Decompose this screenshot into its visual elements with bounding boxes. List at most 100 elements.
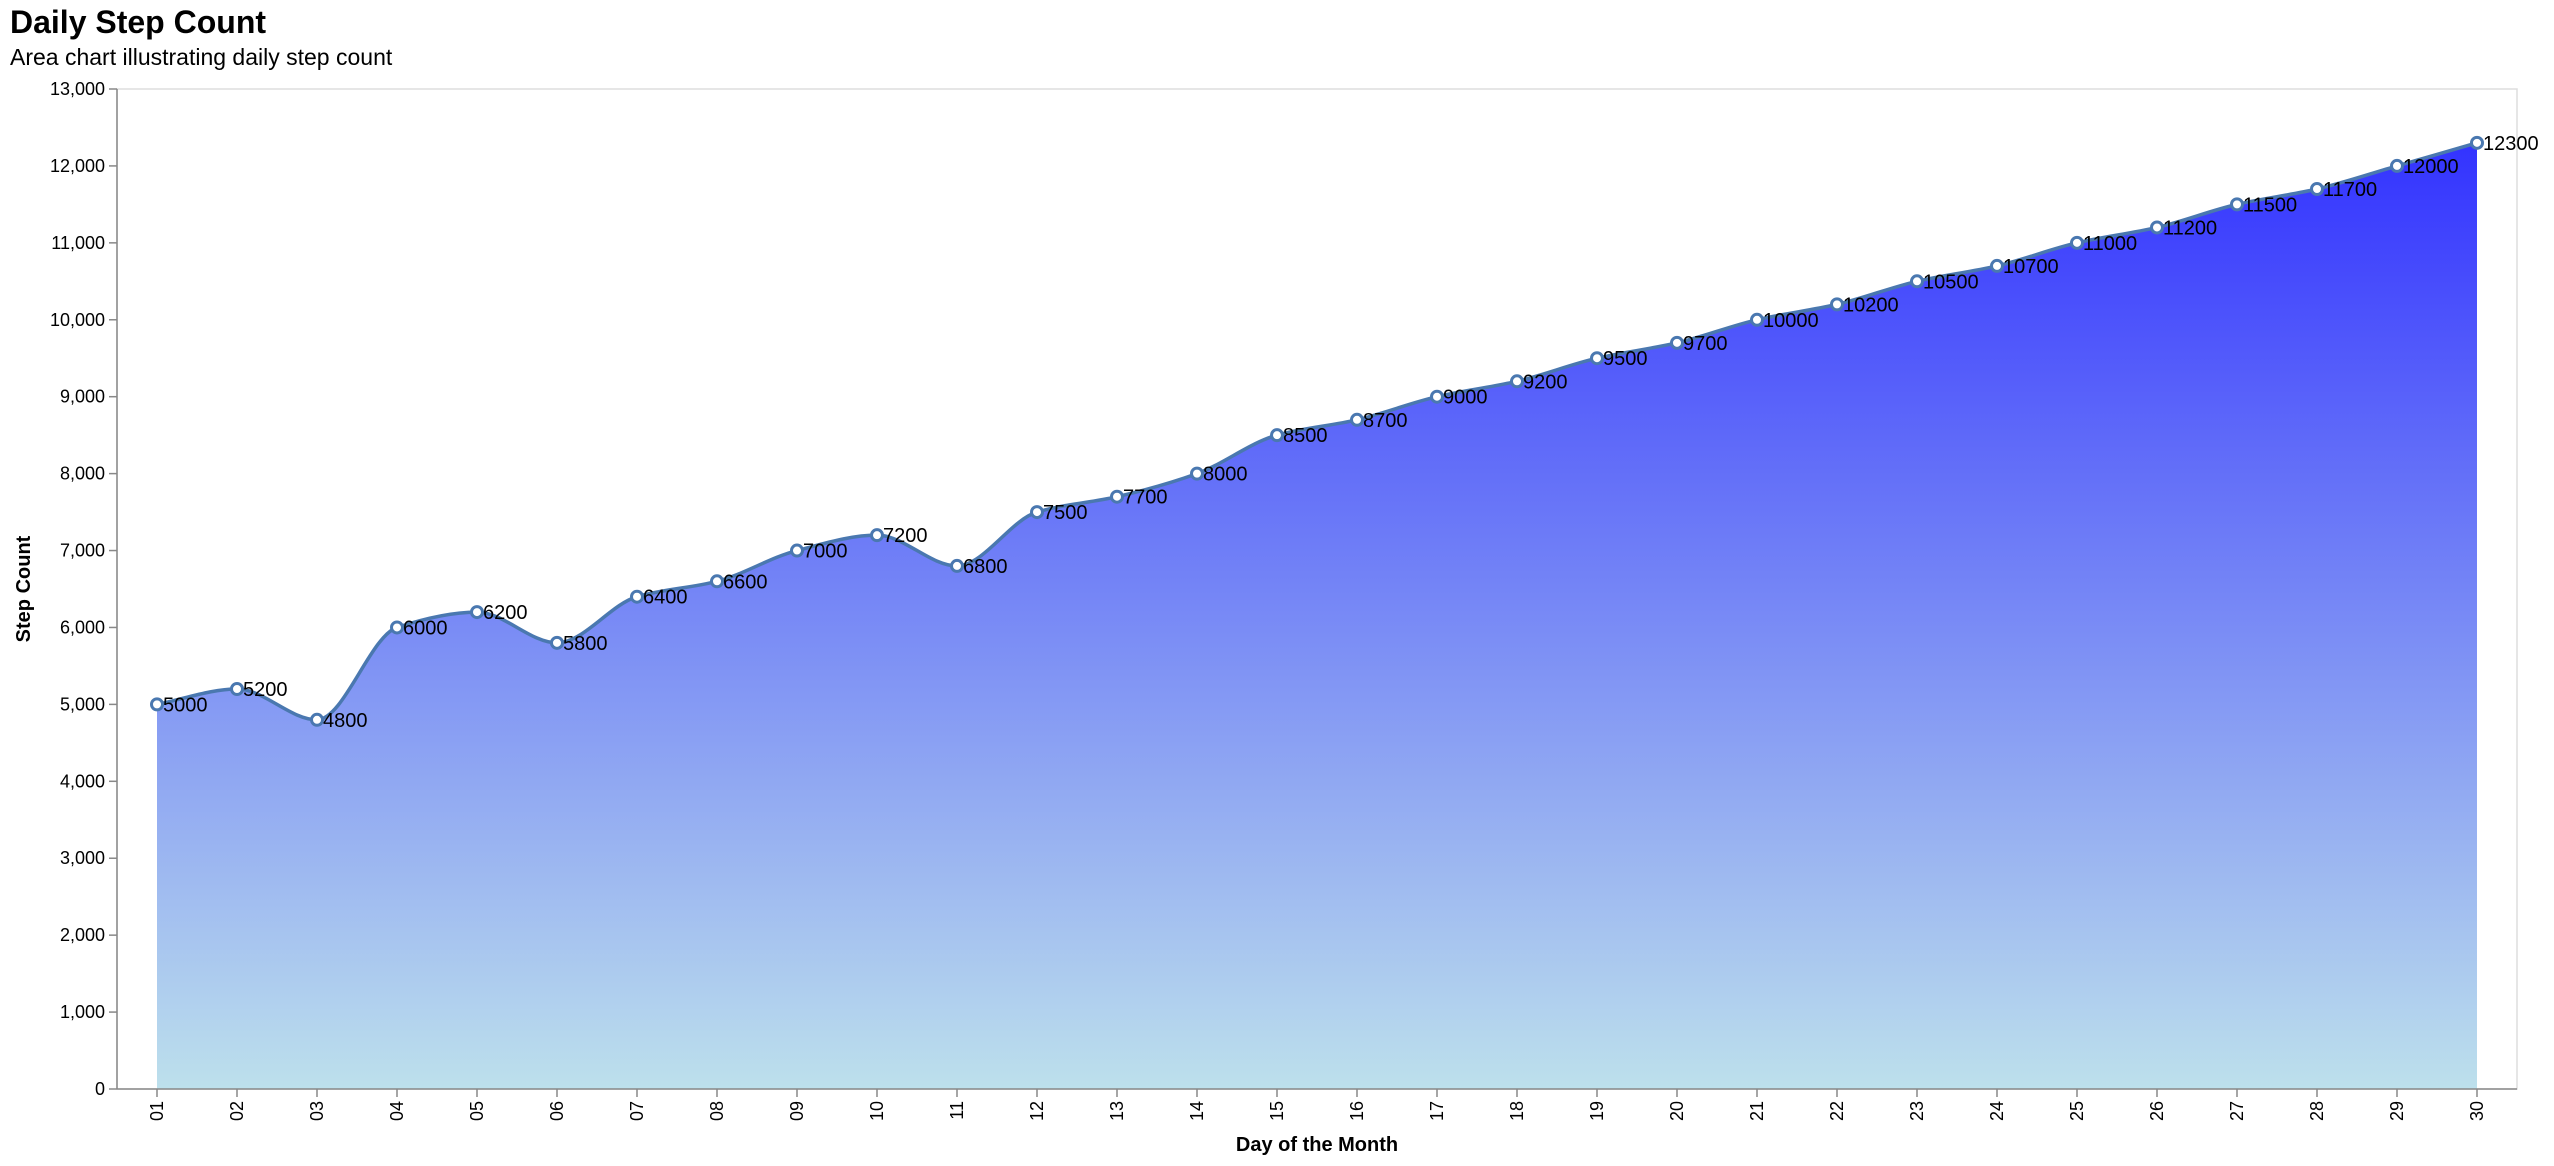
x-tick-label: 13 [1107, 1101, 1127, 1121]
y-axis-title: Step Count [13, 535, 35, 642]
data-point [1350, 412, 1364, 427]
data-point [1990, 258, 2004, 273]
data-point [2230, 197, 2244, 212]
y-tick-label: 8,000 [60, 464, 105, 484]
x-tick-label: 23 [1907, 1101, 1927, 1121]
data-point [470, 605, 484, 620]
x-tick-label: 17 [1427, 1101, 1447, 1121]
x-tick-label: 03 [307, 1101, 327, 1121]
data-point [230, 682, 244, 696]
data-label: 6600 [723, 571, 768, 593]
y-tick-label: 7,000 [60, 541, 105, 561]
data-point [1270, 428, 1284, 443]
data-label: 6400 [643, 587, 688, 609]
data-point [1430, 389, 1444, 404]
data-label: 7000 [803, 541, 848, 563]
data-point [790, 543, 804, 558]
data-point [950, 558, 964, 573]
x-tick-label: 04 [387, 1101, 407, 1121]
data-point [710, 574, 724, 589]
x-tick-label: 06 [547, 1101, 567, 1121]
data-label: 11200 [2163, 217, 2217, 239]
data-label: 11500 [2243, 194, 2297, 216]
x-tick-label: 22 [1827, 1101, 1847, 1121]
data-point [1830, 297, 1844, 312]
x-tick-label: 10 [867, 1101, 887, 1121]
data-label: 11700 [2323, 179, 2377, 201]
y-tick-label: 10,000 [50, 310, 105, 330]
y-tick-label: 3,000 [60, 848, 105, 868]
data-point [150, 697, 164, 712]
x-tick-label: 08 [707, 1101, 727, 1121]
y-tick-label: 0 [95, 1079, 105, 1099]
data-label: 5200 [243, 679, 288, 701]
data-point [390, 620, 404, 635]
x-tick-label: 12 [1027, 1101, 1047, 1121]
data-label: 11000 [2083, 233, 2137, 255]
data-label: 7500 [1043, 502, 1088, 524]
data-point [1110, 489, 1124, 504]
data-label: 4800 [323, 710, 368, 732]
data-point [1670, 335, 1684, 350]
x-tick-label: 26 [2147, 1101, 2167, 1121]
x-tick-label: 20 [1667, 1101, 1687, 1121]
x-tick-label: 24 [1987, 1101, 2007, 1121]
data-label: 6800 [963, 556, 1008, 578]
data-point [1590, 351, 1604, 366]
x-tick-label: 09 [787, 1101, 807, 1121]
x-tick-label: 11 [947, 1101, 967, 1120]
data-label: 12000 [2403, 156, 2459, 178]
data-label: 10500 [1923, 271, 1979, 293]
data-label: 10000 [1763, 310, 1819, 332]
data-label: 7700 [1123, 487, 1168, 509]
data-label: 7200 [883, 525, 928, 547]
data-label: 5000 [163, 694, 208, 716]
x-tick-label: 25 [2067, 1101, 2087, 1121]
x-tick-label: 30 [2467, 1101, 2487, 1121]
data-point [1510, 374, 1524, 389]
x-tick-label: 01 [147, 1101, 167, 1121]
x-tick-label: 16 [1347, 1101, 1367, 1121]
data-label: 10200 [1843, 294, 1899, 316]
y-tick-label: 13,000 [50, 79, 105, 99]
data-label: 8500 [1283, 425, 1328, 447]
x-tick-label: 28 [2307, 1101, 2327, 1121]
chart-title: Daily Step Count [10, 4, 267, 40]
data-label: 9500 [1603, 348, 1648, 370]
x-tick-label: 19 [1587, 1101, 1607, 1121]
y-tick-label: 6,000 [60, 617, 105, 637]
y-tick-label: 11,000 [51, 233, 105, 253]
data-label: 8700 [1363, 410, 1408, 432]
data-point [2070, 235, 2084, 250]
data-label: 8000 [1203, 464, 1248, 486]
data-label: 9200 [1523, 371, 1568, 393]
data-label: 12300 [2483, 133, 2539, 155]
x-axis-title: Day of the Month [1236, 1134, 1398, 1156]
data-point [1910, 274, 1924, 289]
data-label: 5800 [563, 633, 608, 655]
data-label: 6000 [403, 617, 448, 639]
data-point [310, 712, 324, 727]
data-point [2390, 158, 2404, 173]
x-tick-label: 14 [1187, 1101, 1207, 1121]
data-point [870, 528, 884, 543]
area-fill [157, 142, 2477, 1089]
y-tick-label: 4,000 [60, 771, 105, 791]
data-point [2310, 182, 2324, 196]
data-label: 10700 [2003, 256, 2059, 278]
data-point [550, 635, 564, 650]
data-point [1750, 312, 1764, 327]
data-label: 9700 [1683, 333, 1728, 355]
y-tick-label: 12,000 [50, 156, 105, 176]
x-tick-label: 18 [1507, 1101, 1527, 1121]
data-point [1030, 505, 1044, 520]
data-label: 9000 [1443, 387, 1488, 409]
x-tick-label: 05 [467, 1101, 487, 1121]
x-tick-label: 07 [627, 1101, 647, 1121]
y-tick-label: 5,000 [60, 694, 105, 714]
x-tick-label: 15 [1267, 1101, 1287, 1121]
data-point [630, 589, 644, 604]
x-tick-label: 29 [2387, 1101, 2407, 1121]
x-tick-label: 27 [2227, 1101, 2247, 1121]
